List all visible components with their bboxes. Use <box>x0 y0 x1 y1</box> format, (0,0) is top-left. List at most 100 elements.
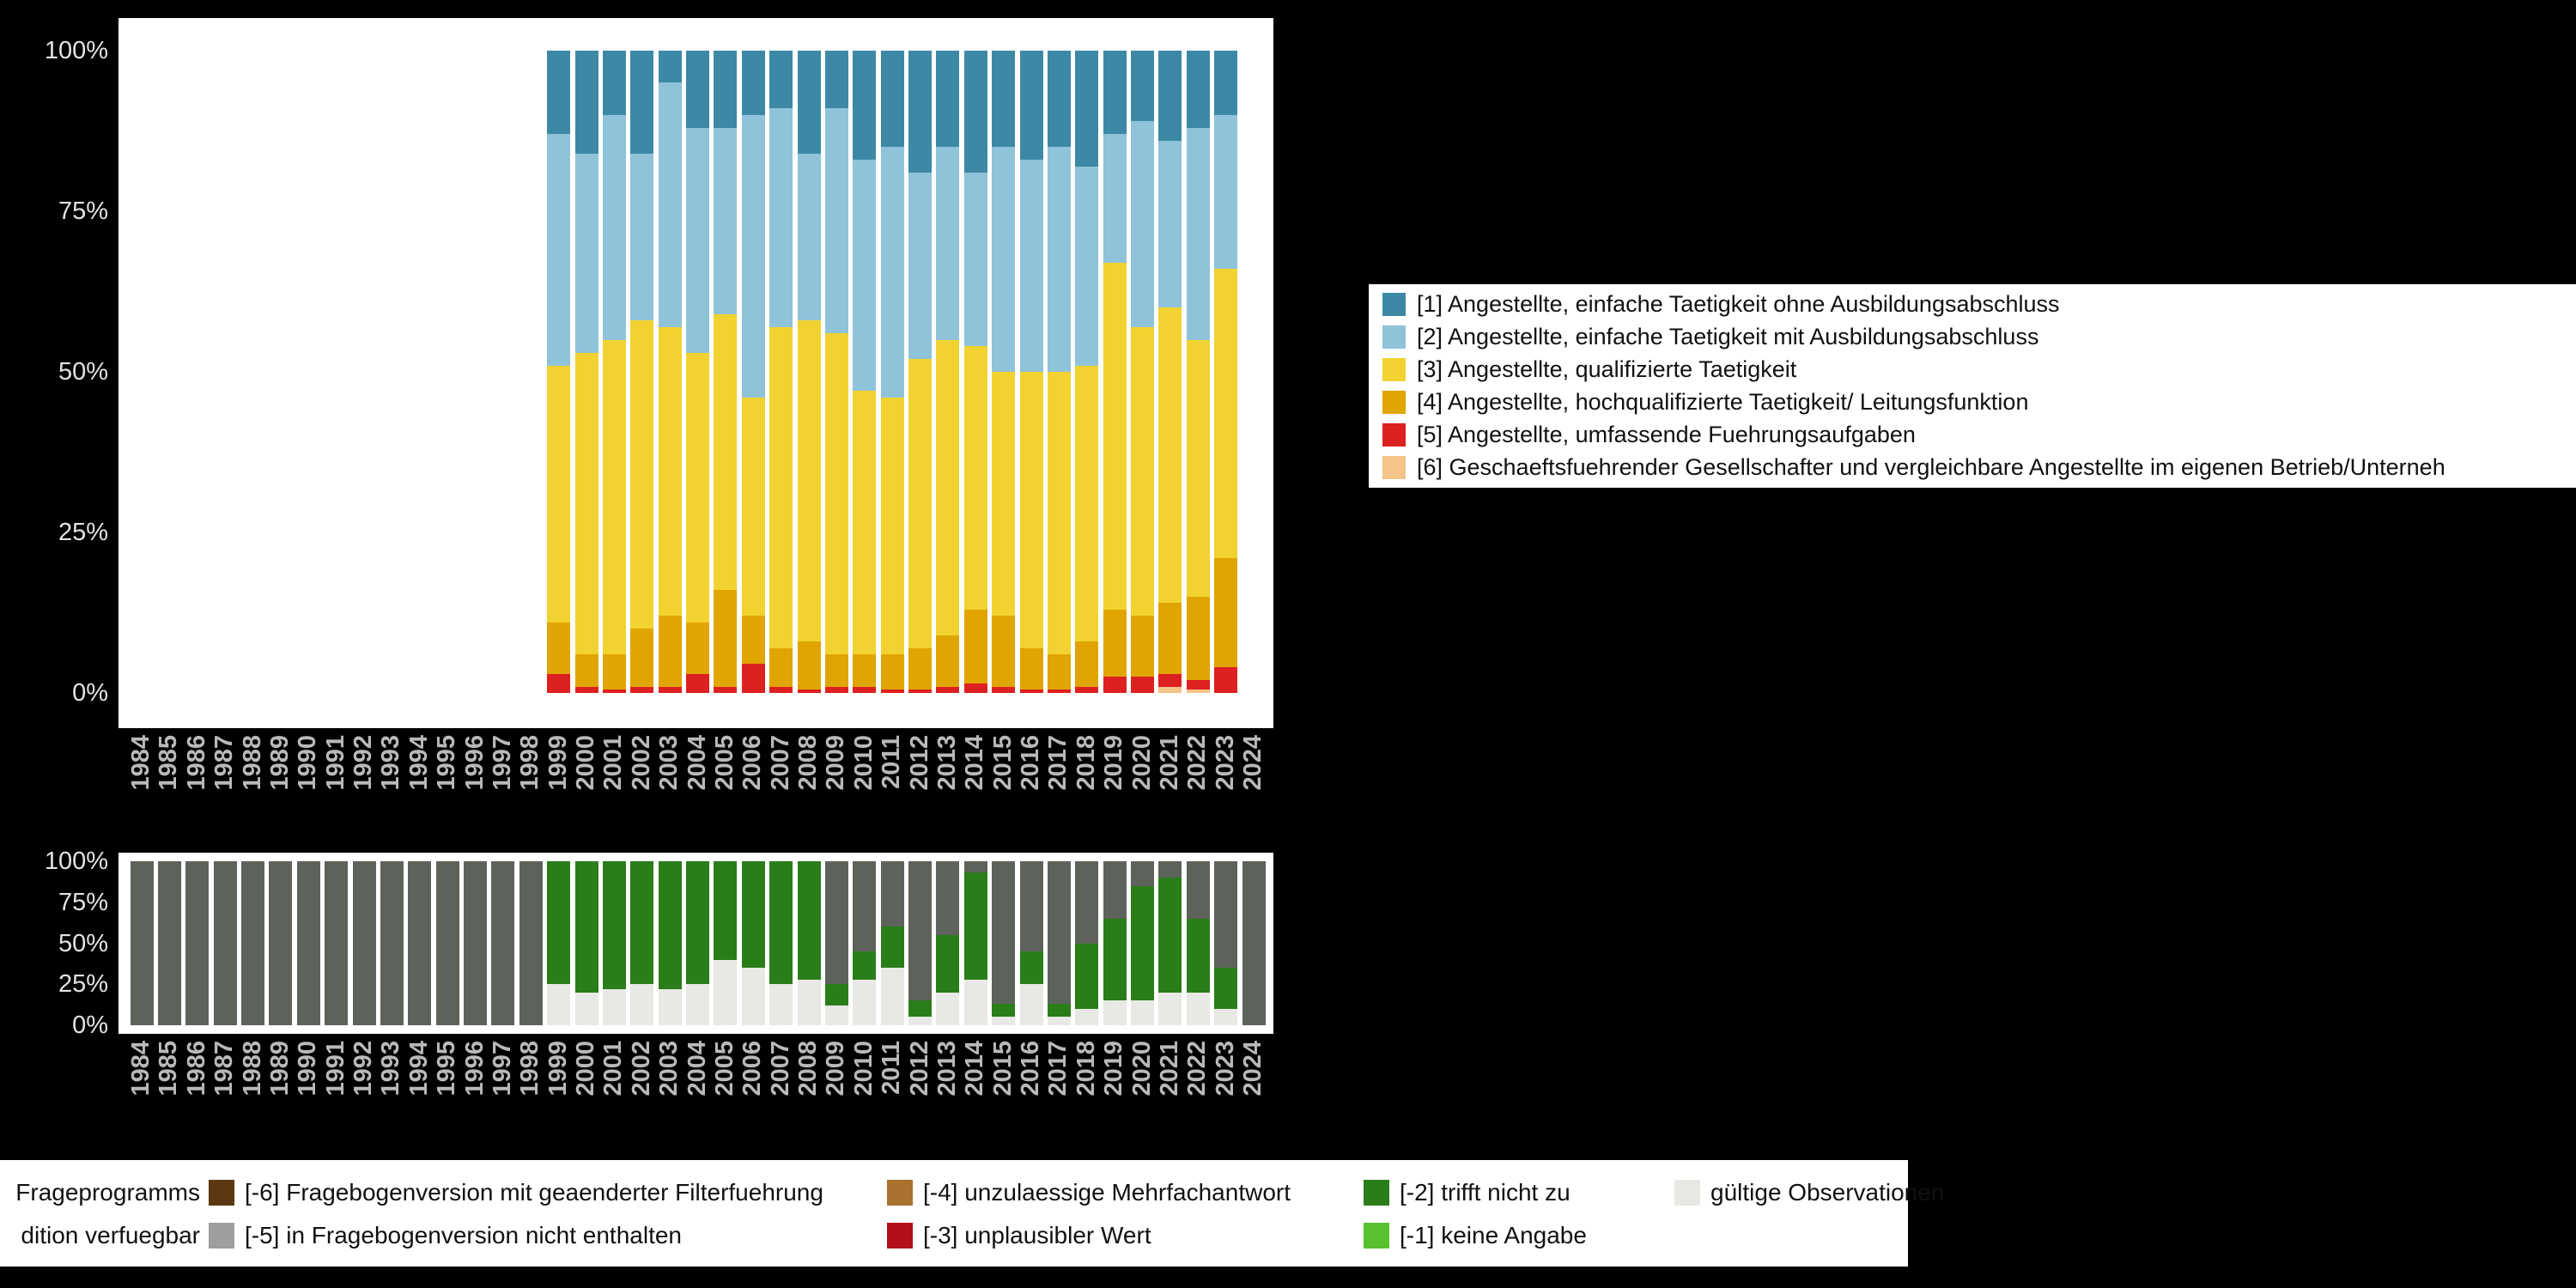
bar-segment <box>602 861 626 989</box>
bar-segment <box>741 114 765 398</box>
x-tick-label: 2018 <box>1072 1041 1100 1097</box>
bar-segment <box>602 51 626 115</box>
bar-segment <box>880 654 904 690</box>
x-tick-label: 2001 <box>599 1041 628 1097</box>
x-tick-label: 2018 <box>1072 735 1100 791</box>
bar-segment <box>547 51 571 135</box>
x-tick-label: 1995 <box>433 735 461 791</box>
bar-segment <box>769 686 793 693</box>
bar-segment <box>797 979 821 1025</box>
bar-segment <box>1019 647 1043 690</box>
legend-item: [-5] in Fragebogenversion nicht enthalte… <box>209 1222 682 1249</box>
bar-segment <box>574 153 598 353</box>
bar-segment <box>1103 918 1127 1001</box>
bar-segment <box>1131 616 1154 677</box>
bar-segment <box>936 635 960 687</box>
bar-segment <box>658 326 682 617</box>
bar-segment <box>853 391 877 655</box>
legend-swatch-minus3 <box>887 1223 913 1249</box>
bar-segment <box>824 861 848 985</box>
bar-segment <box>547 673 571 693</box>
legend-item: [5] Angestellte, umfassende Fuehrungsauf… <box>1382 422 2569 448</box>
x-tick-label: 2005 <box>710 1041 738 1097</box>
bar-segment <box>1158 51 1182 141</box>
x-tick-label: 2023 <box>1211 1041 1239 1097</box>
bar-segment <box>1019 51 1043 161</box>
bar-segment <box>824 654 848 687</box>
bar-segment <box>1214 114 1238 270</box>
bar-segment <box>963 51 987 173</box>
y-tick-label: 25% <box>58 519 108 546</box>
bar-segment <box>1075 51 1099 167</box>
bar-segment <box>797 641 821 690</box>
legend-item: [6] Geschaeftsfuehrender Gesellschafter … <box>1382 454 2569 481</box>
bar-segment <box>574 654 598 687</box>
x-tick-label: 2020 <box>1127 735 1156 791</box>
bar-segment <box>908 1017 932 1025</box>
bar-segment <box>1131 861 1154 886</box>
x-tick-label: 2013 <box>933 1041 961 1097</box>
bar-segment <box>686 861 709 985</box>
legend-label: [5] Angestellte, umfassende Fuehrungsauf… <box>1417 422 1916 447</box>
bar-segment <box>1158 878 1182 993</box>
bar-segment <box>658 861 682 989</box>
x-tick-label: 2021 <box>1155 1041 1183 1097</box>
x-tick-label: 1993 <box>377 735 405 791</box>
bar-segment <box>1103 134 1127 263</box>
legend-label: [4] Angestellte, hochqualifizierte Taeti… <box>1417 389 2029 415</box>
x-tick-label: 2005 <box>710 735 738 791</box>
legend-item: [-1] keine Angabe <box>1364 1222 1587 1249</box>
bar-segment <box>1019 160 1043 372</box>
legend-item: [3] Angestellte, qualifizierte Taetigkei… <box>1382 356 2569 383</box>
bar-segment <box>769 108 793 327</box>
bottom-chart-plot-area <box>118 853 1273 1034</box>
x-tick-label: 2002 <box>627 1041 655 1097</box>
x-tick-label: 2006 <box>738 735 767 791</box>
legend-swatch-6 <box>1382 456 1406 479</box>
legend-label: [-4] unzulaessige Mehrfachantwort <box>923 1179 1291 1206</box>
bar-segment <box>1047 690 1071 693</box>
bar-segment <box>630 984 654 1025</box>
bar-segment <box>1214 968 1238 1009</box>
bar-segment <box>797 690 821 693</box>
bar-segment <box>797 51 821 154</box>
bar-segment <box>380 861 404 1025</box>
legend-swatch-2 <box>1382 325 1406 349</box>
x-tick-label: 2014 <box>961 1041 989 1097</box>
x-tick-label: 2016 <box>1017 1041 1044 1097</box>
bar-segment <box>1214 51 1238 115</box>
x-tick-label: 1984 <box>127 735 155 791</box>
legend-label: [3] Angestellte, qualifizierte Taetigkei… <box>1417 356 1797 382</box>
x-tick-label: 1996 <box>460 735 489 791</box>
bar-segment <box>1158 140 1182 308</box>
bar-segment <box>769 326 793 648</box>
bar-segment <box>630 861 654 985</box>
bar-segment <box>992 686 1016 693</box>
x-tick-label: 1997 <box>488 735 516 791</box>
x-tick-label: 2008 <box>794 1041 822 1097</box>
bar-segment <box>1131 51 1154 122</box>
bar-segment <box>992 616 1016 687</box>
bar-segment <box>1019 984 1043 1025</box>
bar-segment <box>130 861 154 1025</box>
bar-segment <box>880 968 904 1025</box>
bar-segment <box>1019 372 1043 648</box>
bar-segment <box>936 861 960 935</box>
bar-segment <box>992 372 1016 617</box>
legend-label: [-5] in Fragebogenversion nicht enthalte… <box>245 1222 682 1249</box>
y-tick-label: 100% <box>44 848 108 875</box>
x-tick-label: 2009 <box>822 1041 850 1097</box>
bar-segment <box>574 51 598 154</box>
bar-segment <box>880 51 904 148</box>
bar-segment <box>880 927 904 969</box>
bar-segment <box>1158 307 1182 604</box>
x-tick-label: 1990 <box>294 1041 322 1097</box>
bar-segment <box>1075 365 1099 642</box>
bar-segment <box>1103 609 1127 677</box>
bar-segment <box>658 82 682 327</box>
bar-segment <box>824 1005 848 1025</box>
bar-segment <box>1158 686 1182 693</box>
bar-segment <box>936 686 960 693</box>
bar-segment <box>658 51 682 83</box>
